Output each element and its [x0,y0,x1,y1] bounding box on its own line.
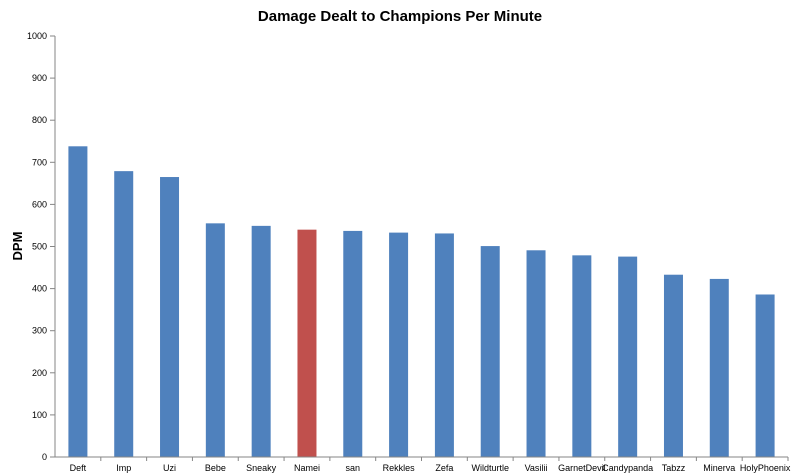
y-tick-label: 0 [42,452,47,462]
x-category-label: Vasilii [525,463,548,473]
y-tick-label: 900 [32,73,47,83]
bar-holyphoenix [755,294,775,457]
y-tick-label: 1000 [27,31,47,41]
x-category-label: Minerva [703,463,735,473]
x-category-label: Bebe [205,463,226,473]
y-tick-label: 400 [32,284,47,294]
x-category-label: GarnetDevil [558,463,606,473]
y-axis: 0 100 200 300 400 500 600 700 800 900 1000 [27,31,55,462]
y-tick-label: 300 [32,326,47,336]
x-category-label: Zefa [435,463,453,473]
x-category-label: Tabzz [662,463,686,473]
bar-deft [68,146,88,458]
x-category-label: Namei [294,463,320,473]
x-category-label: Deft [70,463,87,473]
x-category-label: Sneaky [246,463,277,473]
x-category-label: Uzi [163,463,176,473]
x-category-label: Wildturtle [471,463,509,473]
bar-namei [297,229,317,457]
y-tick-label: 700 [32,157,47,167]
chart-title: Damage Dealt to Champions Per Minute [258,8,542,25]
bar-candypanda [618,256,638,457]
bar-sneaky [251,225,271,457]
bar-imp [114,171,134,457]
bar-minerva [709,278,729,457]
bar-vasilii [526,250,546,457]
bar-uzi [160,177,180,457]
x-category-label: san [346,463,361,473]
y-tick-label: 500 [32,242,47,252]
y-tick-label: 100 [32,410,47,420]
bar-zefa [434,233,454,457]
x-category-label: Imp [116,463,131,473]
x-axis: Deft Imp Uzi Bebe Sneaky Namei san Rekkles Zefa W… [70,457,791,473]
x-category-label: Rekkles [383,463,416,473]
y-tick-label: 800 [32,115,47,125]
bar-garnetdevil [572,255,592,457]
x-category-label: Candypanda [602,463,653,473]
x-category-label: HolyPhoenix [740,463,791,473]
bar-san [343,230,363,457]
y-tick-label: 200 [32,368,47,378]
bar-wildturtle [480,246,500,457]
bars-group [68,146,775,458]
bar-tabzz [663,274,683,457]
bar-bebe [205,223,225,457]
y-tick-label: 600 [32,199,47,209]
y-axis-label: DPM [10,232,25,261]
bar-rekkles [389,232,409,457]
